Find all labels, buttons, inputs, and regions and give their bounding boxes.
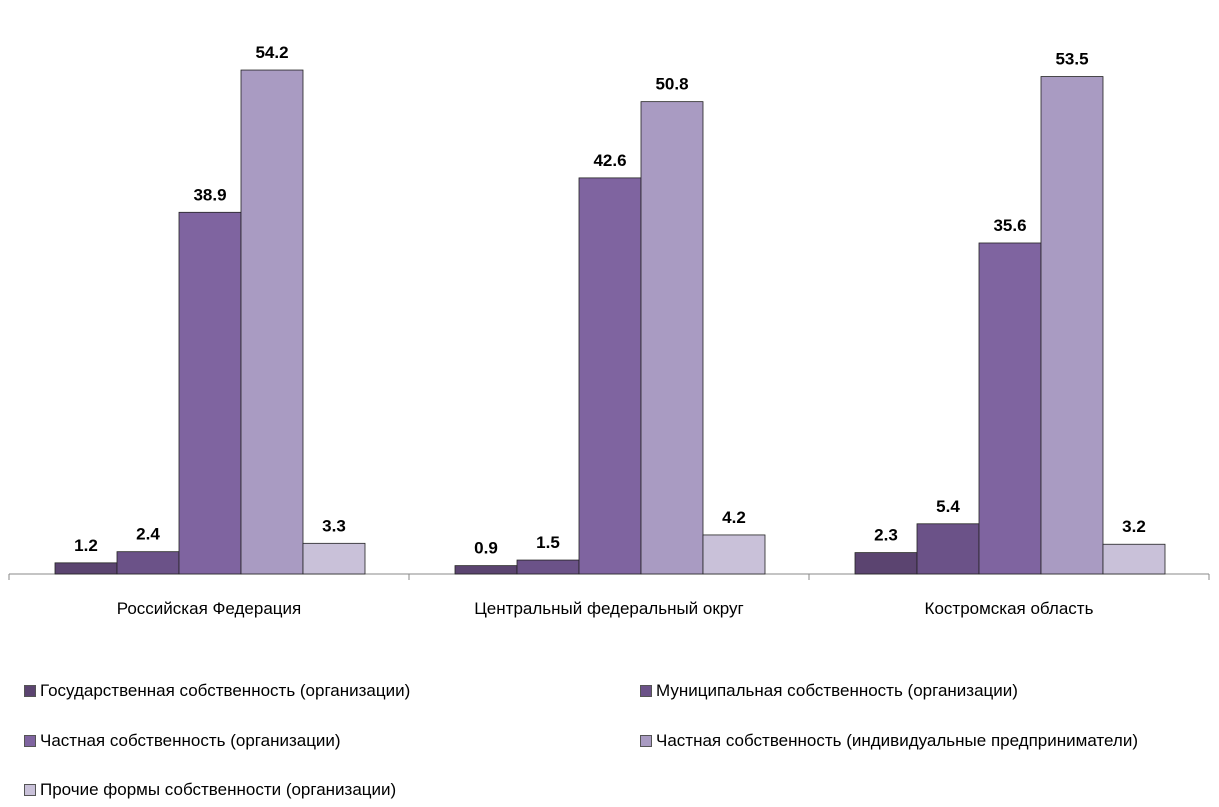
- bar: [454, 565, 518, 575]
- bar: [978, 242, 1042, 575]
- data-label: 54.2: [255, 43, 288, 62]
- data-label: 53.5: [1055, 50, 1088, 69]
- data-label: 42.6: [593, 151, 626, 170]
- data-label: 2.3: [874, 526, 898, 545]
- bar: [116, 551, 180, 575]
- category-label: Российская Федерация: [117, 599, 301, 618]
- category-label: Центральный федеральный округ: [474, 599, 744, 618]
- bar: [916, 523, 980, 575]
- bar: [640, 101, 704, 575]
- bar: [854, 552, 918, 575]
- category-labels: Российская Федерация Центральный федераль…: [117, 599, 1094, 618]
- bar: [240, 69, 304, 575]
- bar: [516, 559, 580, 575]
- data-label: 35.6: [993, 216, 1026, 235]
- data-label: 5.4: [936, 497, 960, 516]
- data-label: 3.3: [322, 516, 346, 535]
- bar: [1102, 543, 1166, 575]
- bar: [702, 534, 766, 575]
- data-label: 2.4: [136, 525, 160, 544]
- bar: [578, 177, 642, 575]
- data-label: 0.9: [474, 539, 498, 558]
- data-label: 50.8: [655, 75, 688, 94]
- data-label: 38.9: [193, 185, 226, 204]
- data-label: 3.2: [1122, 517, 1146, 536]
- data-label: 1.2: [74, 536, 98, 555]
- value-labels: 1.2 2.4 38.9 54.2 3.3 0.9 1.5 42.6 50.8 4.2 2.3 5.4…: [74, 43, 1146, 558]
- data-label: 4.2: [722, 508, 746, 527]
- bar: [178, 211, 242, 575]
- bar: [302, 542, 366, 575]
- data-label: 1.5: [536, 533, 560, 552]
- x-axis: [8, 573, 1210, 580]
- category-label: Костромская область: [925, 599, 1094, 618]
- bar: [54, 562, 118, 575]
- bar: [1040, 76, 1104, 575]
- bars: [54, 69, 1166, 575]
